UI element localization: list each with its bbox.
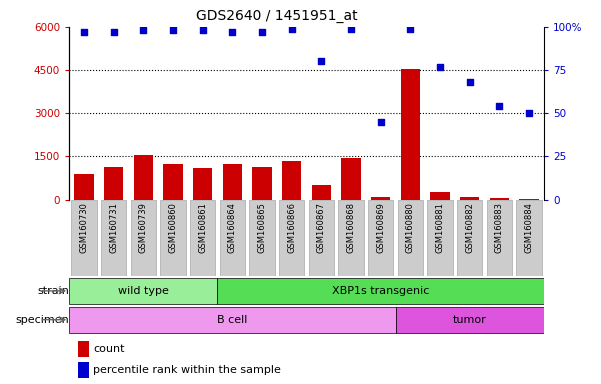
Text: GDS2640 / 1451951_at: GDS2640 / 1451951_at bbox=[196, 9, 357, 23]
Text: XBP1s transgenic: XBP1s transgenic bbox=[332, 286, 429, 296]
Bar bbox=[163, 164, 183, 200]
Bar bbox=[519, 199, 538, 200]
Text: GSM160880: GSM160880 bbox=[406, 202, 415, 253]
Bar bbox=[78, 341, 89, 357]
Point bbox=[465, 79, 475, 85]
Bar bbox=[101, 200, 126, 276]
Point bbox=[257, 29, 267, 35]
Text: specimen: specimen bbox=[16, 314, 69, 325]
Bar bbox=[398, 200, 423, 276]
Text: GSM160868: GSM160868 bbox=[347, 202, 356, 253]
Text: wild type: wild type bbox=[118, 286, 169, 296]
Text: GSM160866: GSM160866 bbox=[287, 202, 296, 253]
Bar bbox=[104, 167, 123, 200]
Text: GSM160884: GSM160884 bbox=[525, 202, 534, 253]
Point bbox=[346, 25, 356, 32]
Point bbox=[228, 29, 237, 35]
Bar bbox=[279, 200, 304, 276]
Bar bbox=[312, 185, 331, 200]
Text: strain: strain bbox=[37, 286, 69, 296]
Text: B cell: B cell bbox=[217, 314, 248, 325]
Point bbox=[406, 25, 415, 32]
Text: GSM160860: GSM160860 bbox=[168, 202, 177, 253]
Bar bbox=[75, 174, 94, 200]
Text: GSM160864: GSM160864 bbox=[228, 202, 237, 253]
Point bbox=[317, 58, 326, 65]
Text: GSM160881: GSM160881 bbox=[436, 202, 445, 253]
Bar bbox=[430, 192, 450, 200]
Point bbox=[376, 119, 385, 125]
Point bbox=[198, 27, 207, 33]
Bar bbox=[218, 278, 544, 304]
Bar bbox=[220, 200, 245, 276]
Bar bbox=[78, 362, 89, 378]
Text: GSM160865: GSM160865 bbox=[257, 202, 266, 253]
Bar bbox=[69, 278, 218, 304]
Text: GSM160867: GSM160867 bbox=[317, 202, 326, 253]
Bar bbox=[69, 307, 395, 333]
Bar bbox=[223, 164, 242, 200]
Bar bbox=[249, 200, 275, 276]
Bar bbox=[401, 69, 420, 200]
Point bbox=[168, 27, 178, 33]
Text: GSM160739: GSM160739 bbox=[139, 202, 148, 253]
Bar bbox=[160, 200, 186, 276]
Text: GSM160731: GSM160731 bbox=[109, 202, 118, 253]
Bar bbox=[460, 197, 480, 200]
Point bbox=[287, 25, 296, 32]
Point bbox=[435, 64, 445, 70]
Bar bbox=[395, 307, 544, 333]
Bar bbox=[190, 200, 215, 276]
Bar bbox=[193, 168, 212, 200]
Bar bbox=[457, 200, 483, 276]
Point bbox=[138, 27, 148, 33]
Text: GSM160883: GSM160883 bbox=[495, 202, 504, 253]
Bar bbox=[487, 200, 512, 276]
Text: percentile rank within the sample: percentile rank within the sample bbox=[93, 364, 281, 374]
Bar bbox=[338, 200, 364, 276]
Bar bbox=[282, 161, 301, 200]
Text: GSM160861: GSM160861 bbox=[198, 202, 207, 253]
Bar bbox=[309, 200, 334, 276]
Text: count: count bbox=[93, 344, 124, 354]
Point bbox=[495, 103, 504, 109]
Bar bbox=[368, 200, 393, 276]
Point bbox=[109, 29, 118, 35]
Bar bbox=[427, 200, 453, 276]
Bar bbox=[252, 167, 272, 200]
Text: GSM160730: GSM160730 bbox=[79, 202, 88, 253]
Bar bbox=[516, 200, 542, 276]
Bar bbox=[133, 155, 153, 200]
Bar bbox=[371, 197, 390, 200]
Bar bbox=[341, 158, 361, 200]
Text: GSM160869: GSM160869 bbox=[376, 202, 385, 253]
Text: tumor: tumor bbox=[453, 314, 487, 325]
Point bbox=[79, 29, 89, 35]
Bar bbox=[72, 200, 97, 276]
Bar bbox=[130, 200, 156, 276]
Text: GSM160882: GSM160882 bbox=[465, 202, 474, 253]
Bar bbox=[490, 198, 509, 200]
Point bbox=[524, 110, 534, 116]
